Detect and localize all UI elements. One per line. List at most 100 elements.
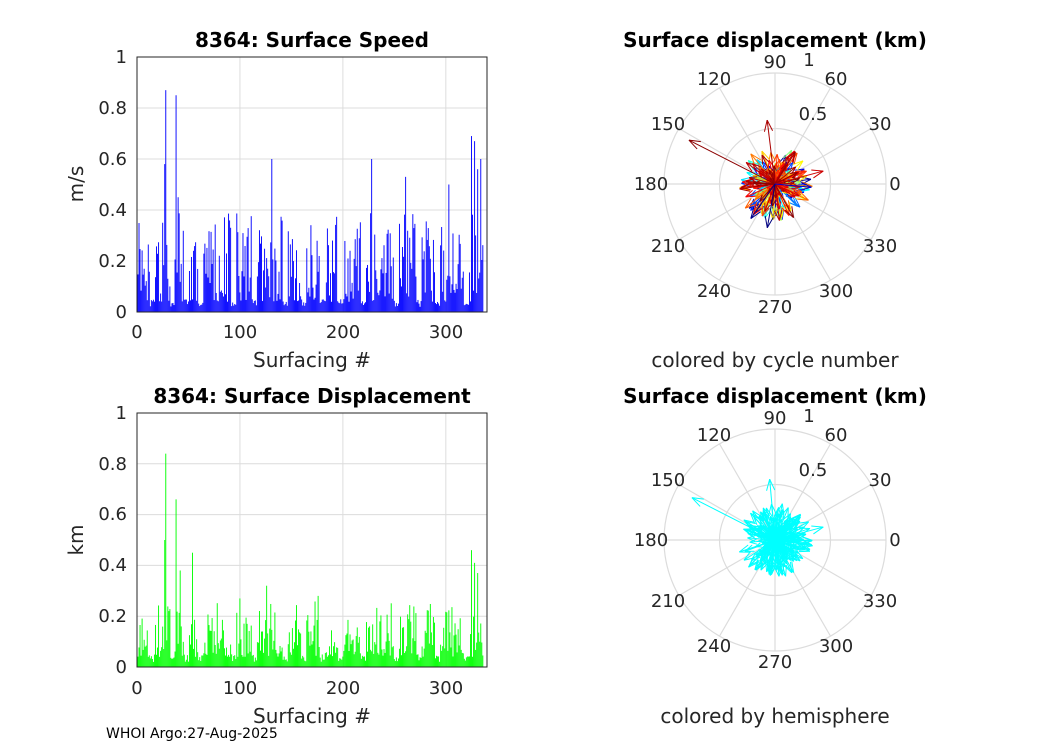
bar [317, 271, 319, 312]
bar [249, 651, 251, 667]
bar [201, 655, 203, 667]
bar [220, 638, 222, 667]
displacement-ytick: 0.4 [98, 555, 127, 576]
bar [289, 244, 291, 312]
bar [454, 292, 456, 312]
bar [164, 164, 166, 312]
bar [353, 654, 355, 667]
bar [263, 270, 265, 312]
bar [232, 661, 234, 667]
bar [355, 636, 357, 667]
bar [322, 659, 324, 667]
bar [238, 643, 240, 667]
bar [406, 293, 408, 312]
displacement-arrow [773, 183, 783, 221]
bar [413, 606, 415, 667]
bar [428, 246, 430, 312]
speed-ytick: 0.2 [98, 251, 127, 272]
bar [419, 306, 421, 312]
bar [293, 300, 295, 312]
bar [416, 654, 418, 667]
bar [369, 291, 371, 312]
bar [166, 244, 168, 312]
bar [265, 620, 267, 667]
bar [273, 301, 275, 312]
bar [351, 640, 353, 667]
bar [248, 291, 250, 312]
bar [357, 290, 359, 312]
bar [237, 232, 239, 312]
bar [316, 240, 318, 312]
bar [321, 654, 323, 667]
bar [272, 259, 274, 312]
bar [305, 302, 307, 312]
bar [284, 659, 286, 667]
bar [163, 265, 165, 312]
bar [227, 656, 228, 667]
bar [306, 248, 308, 312]
speed-axes-box [136, 56, 488, 313]
bar [442, 291, 444, 312]
bar [256, 276, 258, 312]
bar [401, 286, 402, 312]
bar [194, 619, 196, 667]
bar [385, 272, 387, 312]
bar [409, 605, 411, 667]
displacement-arrow [774, 519, 789, 541]
bar [144, 285, 146, 312]
bar [365, 660, 366, 667]
bar [379, 290, 381, 312]
bar [445, 301, 447, 312]
bar [408, 619, 410, 667]
bar [339, 658, 341, 667]
bar [260, 243, 261, 312]
bar [252, 303, 254, 312]
bar [449, 632, 451, 667]
bar [256, 642, 258, 667]
bar [241, 654, 243, 667]
bar [410, 262, 412, 312]
bar [463, 305, 465, 312]
bar [245, 299, 247, 312]
bar [398, 648, 400, 667]
displacement-arrow [753, 180, 776, 187]
bar [313, 625, 315, 667]
bar [383, 245, 385, 312]
bar [292, 648, 294, 667]
bar [279, 299, 281, 312]
bar [283, 656, 285, 667]
bar [143, 639, 145, 667]
bar [297, 645, 298, 667]
bar [181, 655, 183, 667]
bar [295, 278, 296, 312]
bar [146, 300, 148, 312]
bar [238, 275, 240, 312]
polar-angle-label: 300 [819, 636, 853, 657]
bar [467, 656, 469, 667]
bar [315, 655, 317, 667]
bar [188, 635, 190, 667]
bar [255, 660, 257, 667]
bar [300, 296, 302, 312]
bar [403, 627, 405, 667]
bar [253, 661, 255, 667]
bar [268, 276, 270, 312]
bar [386, 233, 388, 312]
bar [333, 646, 335, 667]
bar [384, 652, 386, 667]
bar [407, 230, 409, 312]
bar [452, 656, 454, 667]
displacement-arrow [759, 515, 776, 541]
bar [214, 224, 216, 312]
bar [156, 246, 157, 312]
bar [239, 598, 241, 667]
bar [290, 276, 292, 312]
bar [278, 653, 280, 667]
bar [265, 287, 267, 312]
bar [472, 214, 473, 312]
bar [384, 296, 386, 312]
bar [344, 240, 346, 312]
bar [324, 653, 326, 667]
bar [168, 300, 170, 312]
bar [165, 90, 167, 313]
